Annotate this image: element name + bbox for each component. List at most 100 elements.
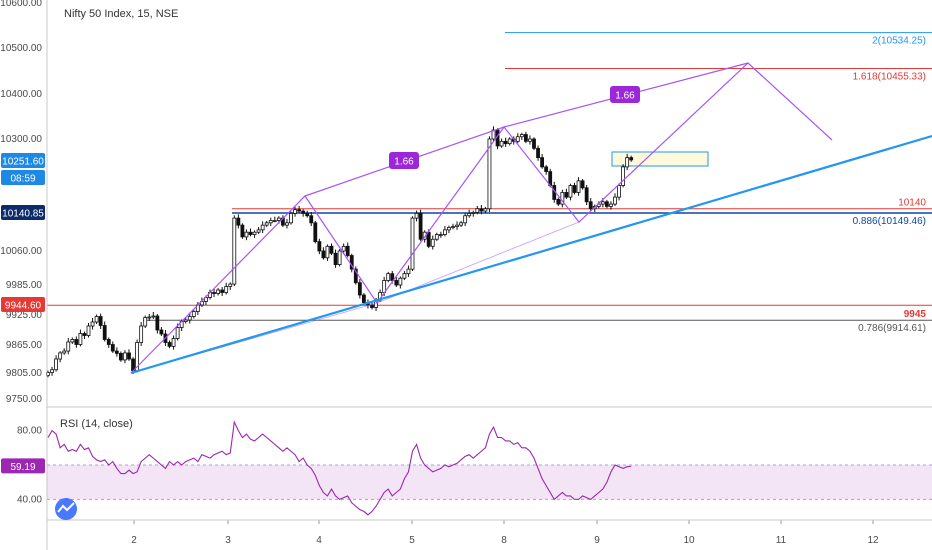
level-label: 1.618(10455.33) [853, 72, 926, 83]
rsi-line [47, 420, 632, 516]
candle-body [90, 321, 95, 327]
candle-body [507, 138, 512, 145]
candle-body [576, 180, 581, 193]
price-badge-label: 08:59 [10, 174, 35, 185]
candle-body [151, 315, 156, 318]
candle-body [625, 157, 630, 168]
candle-body [605, 201, 609, 207]
candle-body [78, 333, 83, 345]
candle-body [102, 325, 107, 340]
candle-body [568, 185, 573, 198]
candle-body [515, 136, 520, 142]
candle-body [110, 344, 115, 352]
candle-body [613, 196, 617, 205]
rsi-current-badge [1, 458, 45, 474]
price-badge-label: 9944.60 [5, 301, 42, 312]
candle-body [459, 222, 464, 226]
y-tick-label: 9985.00 [6, 280, 43, 291]
candle-body [402, 273, 407, 279]
candle-body [98, 316, 103, 326]
candle-body [580, 180, 585, 189]
y-tick-label: 10300.00 [0, 134, 42, 145]
candle-body [447, 227, 451, 231]
level-label: 9945 [904, 309, 927, 320]
candle-body [159, 329, 164, 335]
candle-body [528, 138, 532, 142]
candle-body [74, 339, 79, 345]
y-tick-label: 10400.00 [0, 89, 42, 100]
price-badge [1, 205, 45, 220]
candle-body [556, 199, 561, 205]
candle-body [487, 138, 492, 210]
y-tick-label: 9805.00 [6, 368, 43, 379]
candle-body [175, 327, 180, 339]
candle-body [305, 212, 310, 217]
level-label: 0.886(10149.46) [853, 216, 926, 227]
candle-body [171, 338, 176, 347]
x-tick-label: 8 [501, 535, 507, 546]
ratio-badge-label: 1.66 [394, 157, 414, 168]
price-badges: 10251.60 08:59 10140.85 9944.60 59.19 [1, 153, 45, 474]
x-tick-label: 9 [594, 535, 600, 546]
y-tick-label: 10600.00 [0, 0, 42, 9]
price-badge [1, 153, 45, 168]
x-tick-label: 11 [776, 535, 787, 546]
candle-body [455, 224, 459, 227]
candle-body [216, 289, 221, 294]
candle-body [329, 245, 334, 254]
candle-body [54, 358, 58, 371]
rsi-current-label: 59.19 [10, 462, 35, 473]
candle-body [341, 245, 346, 252]
candle-body [248, 231, 253, 235]
candle-body [564, 192, 569, 198]
candle-body [442, 229, 447, 235]
fibonacci-levels: 2(10534.25) 1.618(10455.33) 10140 0.886(101… [47, 32, 932, 334]
candle-body [584, 187, 589, 203]
candle-body [50, 369, 54, 373]
level-label: 2(10534.25) [872, 36, 926, 47]
candle-body [62, 350, 67, 354]
candle-body [386, 273, 391, 281]
candle-body [285, 222, 289, 226]
candle-body [370, 304, 374, 308]
level-label: 0.786(9914.61) [858, 323, 926, 334]
y-tick-label: 9865.00 [6, 340, 43, 351]
candle-body [471, 212, 476, 214]
candle-body [438, 234, 443, 236]
candle-body [232, 217, 237, 285]
candle-body [418, 212, 423, 240]
rsi-tick-label: 40.00 [17, 494, 42, 505]
candle-body [212, 292, 216, 294]
ratio-badge [610, 86, 640, 103]
candle-body [147, 316, 152, 319]
candle-body [406, 268, 411, 275]
candle-body [183, 319, 188, 322]
candle-body [236, 217, 241, 226]
candle-body [629, 157, 634, 161]
y-tick-label: 10060.00 [0, 246, 42, 257]
x-tick-label: 10 [683, 535, 695, 546]
candle-body [106, 339, 111, 345]
candle-body [58, 352, 63, 360]
candle-body [155, 315, 160, 331]
candle-body [123, 352, 127, 361]
candle-body [353, 268, 358, 284]
candle-body [191, 311, 196, 317]
candle-body [143, 317, 148, 327]
candle-body [540, 157, 544, 168]
candle-body [600, 201, 605, 205]
candle-body [467, 212, 472, 217]
rsi-title: RSI (14, close) [60, 418, 133, 430]
candle-body [588, 201, 593, 210]
candle-body [228, 283, 233, 287]
candle-body [333, 252, 338, 265]
candle-body [394, 280, 399, 286]
tradingview-logo[interactable] [55, 498, 77, 520]
x-tick-label: 5 [409, 535, 415, 546]
candle-body [398, 277, 403, 286]
candle-body [321, 250, 326, 259]
candle-body [317, 241, 322, 252]
x-tick-label: 2 [131, 535, 137, 546]
candle-body [361, 294, 366, 303]
